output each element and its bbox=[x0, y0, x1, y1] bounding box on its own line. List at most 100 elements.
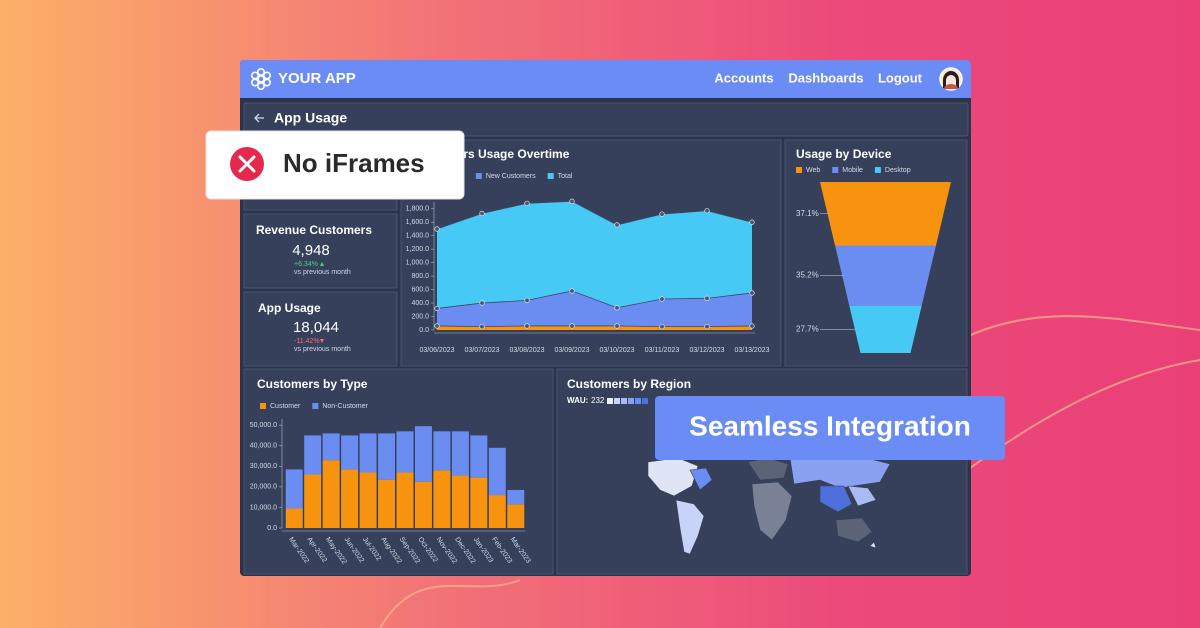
brand: YOUR APP bbox=[278, 70, 356, 87]
y-tick-label: 0.0 bbox=[267, 525, 277, 532]
legend-label: Mobile bbox=[842, 167, 863, 174]
point-marker bbox=[659, 211, 665, 217]
bar-segment bbox=[488, 447, 506, 496]
bar-segment bbox=[359, 472, 377, 528]
point-marker bbox=[479, 300, 485, 306]
back-arrow[interactable] bbox=[254, 113, 264, 123]
bar-segment bbox=[433, 470, 451, 528]
bar-segment bbox=[378, 433, 396, 480]
nav-link[interactable]: Accounts bbox=[714, 70, 773, 85]
bar-segment bbox=[396, 472, 414, 528]
panel-title: Usage by Device bbox=[796, 147, 892, 161]
point-marker bbox=[704, 323, 710, 330]
x-tick-label: 03/07/2023 bbox=[464, 347, 499, 354]
bar-segment bbox=[322, 460, 340, 528]
x-tick-label: 03/12/2023 bbox=[689, 347, 724, 354]
panel-title: Customers by Region bbox=[567, 377, 691, 391]
bar-segment bbox=[488, 495, 506, 528]
page-title: App Usage bbox=[274, 110, 347, 126]
kpi-change: -11.42% bbox=[294, 338, 320, 345]
kpi-panel bbox=[243, 291, 398, 367]
area bbox=[437, 290, 752, 330]
y-tick-label: 1,800.0 bbox=[406, 206, 429, 213]
trend-down bbox=[320, 339, 324, 343]
x-tick-label: 03/06/2023 bbox=[419, 347, 454, 354]
legend-label: Non-Customer bbox=[322, 403, 368, 410]
map-legend-label: WAU: bbox=[567, 396, 588, 405]
point-marker bbox=[704, 208, 710, 214]
point-marker bbox=[434, 305, 440, 312]
y-tick-label: 20,000.0 bbox=[250, 484, 277, 491]
bar-segment bbox=[451, 475, 469, 528]
bar-segment bbox=[322, 433, 340, 461]
bar-segment bbox=[470, 435, 488, 478]
kpi-label: App Usage bbox=[258, 301, 321, 315]
point-marker bbox=[749, 323, 755, 329]
series-line bbox=[436, 290, 753, 309]
point-marker bbox=[569, 288, 575, 294]
bar-segment bbox=[507, 504, 525, 528]
logo-icon bbox=[251, 68, 271, 91]
point-marker bbox=[569, 323, 575, 329]
legend-label: Customer bbox=[270, 403, 301, 410]
funnel-segment bbox=[835, 245, 936, 306]
avatar[interactable] bbox=[939, 67, 963, 91]
trend-up bbox=[320, 262, 324, 266]
y-tick-label: 1,200.0 bbox=[406, 246, 429, 253]
x-tick-label: 03/08/2023 bbox=[509, 347, 544, 354]
y-tick-label: 50,000.0 bbox=[250, 422, 277, 429]
y-tick-label: 1,000.0 bbox=[406, 259, 429, 266]
series-line bbox=[436, 200, 753, 230]
value-label: 27.7% bbox=[796, 324, 819, 333]
bar-segment bbox=[285, 469, 303, 509]
bar-segment bbox=[414, 481, 432, 528]
point-marker bbox=[659, 296, 665, 302]
legend-swatch bbox=[832, 167, 839, 173]
legend-label: Web bbox=[806, 167, 820, 174]
y-tick-label: 1,400.0 bbox=[406, 233, 429, 240]
callout-text: No iFrames bbox=[283, 148, 425, 178]
legend-label: Total bbox=[558, 173, 573, 180]
y-tick-label: 400.0 bbox=[411, 300, 429, 307]
bar-segment bbox=[341, 435, 359, 470]
kpi-value: 4,948 bbox=[292, 242, 330, 259]
series-line bbox=[436, 325, 753, 328]
kpi-note: vs previous month bbox=[294, 346, 351, 353]
y-tick-label: 0.0 bbox=[419, 327, 429, 334]
title-bar bbox=[243, 102, 969, 137]
x-tick-label: 03/10/2023 bbox=[599, 347, 634, 354]
point-marker bbox=[749, 219, 755, 225]
point-marker bbox=[524, 323, 530, 329]
legend-swatch bbox=[874, 167, 881, 173]
legend-label: New Customers bbox=[486, 173, 536, 180]
panel-title: Customers by Type bbox=[257, 377, 368, 391]
bar-segment bbox=[341, 469, 359, 528]
value-label: 35.2% bbox=[796, 271, 819, 280]
legend-swatch bbox=[547, 173, 554, 179]
point-marker bbox=[479, 210, 485, 217]
y-tick-label: 800.0 bbox=[411, 273, 429, 280]
bar-segment bbox=[451, 431, 469, 476]
nav-link[interactable]: Dashboards bbox=[788, 70, 863, 85]
world-map bbox=[647, 453, 891, 555]
value-label: 37.1% bbox=[796, 209, 819, 218]
bar-segment bbox=[433, 431, 451, 471]
point-marker bbox=[434, 226, 440, 232]
x-tick-label: 03/09/2023 bbox=[554, 347, 589, 354]
y-tick-label: 1,600.0 bbox=[406, 219, 429, 226]
point-marker bbox=[749, 290, 755, 296]
legend-swatch bbox=[312, 403, 319, 409]
nav-link[interactable]: Logout bbox=[878, 70, 923, 85]
point-marker bbox=[614, 222, 620, 228]
kpi-value: 18,044 bbox=[293, 319, 339, 336]
map-legend-min: 232 bbox=[591, 396, 605, 405]
y-tick-label: 600.0 bbox=[411, 286, 429, 293]
funnel-segment bbox=[820, 182, 951, 246]
legend-label: Desktop bbox=[885, 167, 911, 174]
point-marker bbox=[524, 297, 530, 304]
kpi-label: Revenue Customers bbox=[256, 223, 372, 237]
point-marker bbox=[524, 200, 530, 206]
callout-text: Seamless Integration bbox=[689, 410, 971, 441]
point-marker bbox=[614, 323, 620, 329]
